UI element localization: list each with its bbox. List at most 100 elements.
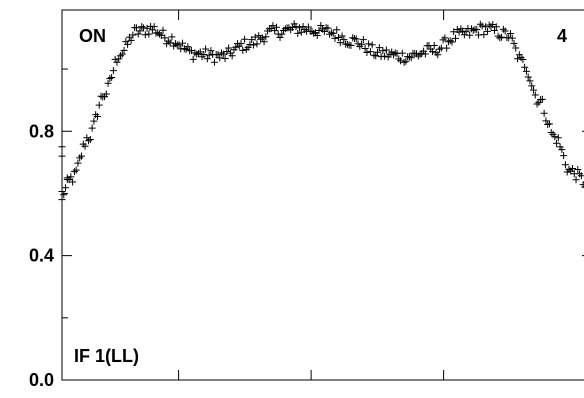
data-point <box>168 33 175 40</box>
data-point <box>349 34 356 41</box>
data-point <box>207 47 214 54</box>
data-point <box>542 117 549 124</box>
data-point <box>573 176 580 183</box>
data-point <box>339 33 346 40</box>
data-point <box>278 31 285 38</box>
data-point <box>83 134 90 141</box>
data-point <box>90 118 97 125</box>
data-point <box>512 44 519 51</box>
ticks-layer <box>62 10 584 380</box>
data-point <box>363 49 370 56</box>
data-point <box>408 54 415 61</box>
data-point <box>544 121 551 128</box>
data-point <box>78 153 85 160</box>
data-point <box>241 36 248 43</box>
annotation-bottom-left: IF 1(LL) <box>74 346 139 366</box>
y-tick-label: 0.0 <box>29 370 54 390</box>
data-point <box>553 140 560 147</box>
data-point <box>576 170 583 177</box>
data-point <box>548 129 555 136</box>
data-point <box>468 25 475 32</box>
data-point <box>211 59 218 66</box>
data-point <box>89 125 96 132</box>
data-point <box>218 49 225 56</box>
data-point <box>379 47 386 54</box>
data-point <box>273 24 280 31</box>
data-point <box>500 26 507 33</box>
annotation-top-left: ON <box>79 26 106 46</box>
data-point <box>222 55 229 62</box>
data-point <box>491 27 498 34</box>
data-point <box>179 40 186 47</box>
data-point <box>395 55 402 62</box>
data-point <box>167 39 174 46</box>
data-point <box>360 36 367 43</box>
data-point <box>574 166 581 173</box>
data-point <box>521 64 528 71</box>
data-point <box>514 55 521 62</box>
data-point <box>496 34 503 41</box>
data-point <box>128 37 135 44</box>
data-point <box>578 172 584 179</box>
data-point <box>555 134 562 141</box>
data-point <box>156 31 163 38</box>
data-point <box>294 30 301 37</box>
data-point <box>498 34 505 41</box>
data-point <box>308 28 315 35</box>
data-point <box>448 39 455 46</box>
data-point <box>495 33 502 40</box>
data-point <box>96 102 103 109</box>
data-point <box>175 41 182 48</box>
data-point <box>138 23 145 30</box>
data-point <box>530 87 537 94</box>
data-point <box>135 31 142 38</box>
data-point <box>87 136 94 143</box>
data-point <box>541 110 548 117</box>
data-point <box>253 40 260 47</box>
data-point <box>108 74 115 81</box>
data-point <box>214 51 221 58</box>
data-point <box>401 59 408 66</box>
data-point <box>94 113 101 120</box>
data-point <box>330 30 337 37</box>
data-point <box>374 49 381 56</box>
y-tick-label: 0.4 <box>29 246 54 266</box>
data-point <box>479 22 486 29</box>
data-point <box>443 45 450 52</box>
data-point <box>110 67 117 74</box>
data-point <box>216 54 223 61</box>
tick-labels-layer: 0.0 0.4 0.8 <box>29 121 54 390</box>
data-point <box>480 31 487 38</box>
data-point <box>76 154 83 161</box>
data-point <box>376 44 383 51</box>
data-point <box>59 143 66 150</box>
data-point <box>59 153 66 160</box>
data-point <box>117 52 124 59</box>
data-point <box>121 47 128 54</box>
data-point <box>206 52 213 59</box>
data-point <box>534 101 541 108</box>
data-point <box>562 161 569 168</box>
data-point <box>367 48 374 55</box>
data-point <box>151 23 158 30</box>
data-point <box>519 56 526 63</box>
data-point <box>296 24 303 31</box>
data-point <box>142 31 149 38</box>
data-point <box>85 137 92 144</box>
data-point <box>71 168 78 175</box>
data-point <box>369 41 376 48</box>
data-point <box>509 35 516 42</box>
data-point <box>133 24 140 31</box>
data-point <box>484 28 491 35</box>
y-tick-label: 0.8 <box>29 121 54 141</box>
data-point <box>353 35 360 42</box>
data-point <box>195 50 202 57</box>
data-point <box>525 74 532 81</box>
annotation-top-right: 4 <box>557 26 567 46</box>
data-point <box>372 52 379 59</box>
data-point <box>60 191 67 198</box>
data-point <box>511 40 518 47</box>
data-point <box>473 26 480 33</box>
